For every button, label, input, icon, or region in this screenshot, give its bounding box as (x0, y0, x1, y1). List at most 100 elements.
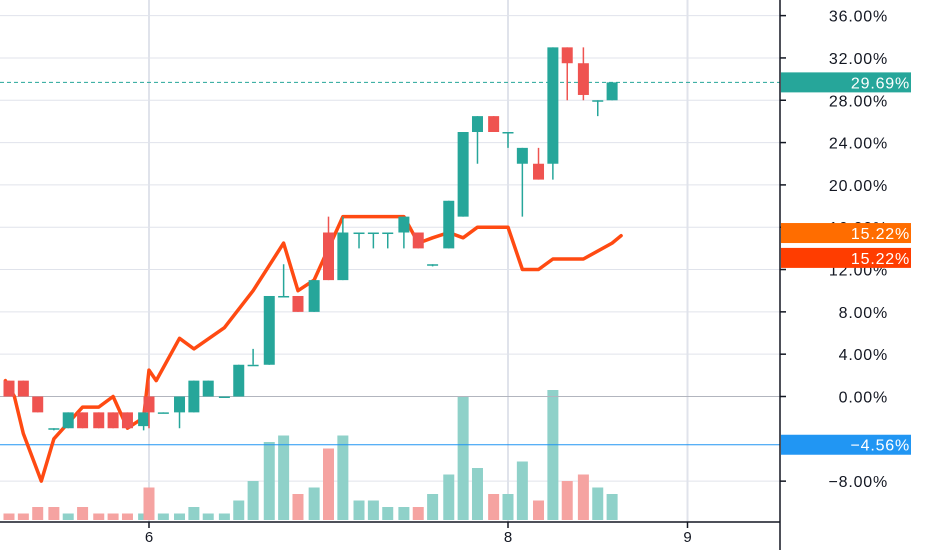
candle-body (323, 232, 334, 281)
candle (143, 380, 155, 429)
candle (107, 412, 119, 429)
candle (382, 232, 394, 249)
candle (263, 295, 275, 365)
candle-body (48, 428, 60, 430)
y-tick-label: 36.00% (829, 9, 888, 26)
candle (138, 412, 150, 431)
candle-body (247, 364, 259, 367)
candle-body (471, 116, 483, 132)
overlay-line (3, 214, 623, 483)
price-badge: 15.22% (781, 247, 911, 268)
candle-body (367, 232, 379, 235)
candlesticks (3, 47, 618, 431)
price-badge-label: 15.22% (851, 251, 910, 268)
candle (606, 82, 618, 101)
candle-body (577, 63, 589, 95)
volume-bar (443, 474, 455, 520)
candle-body (337, 232, 349, 281)
candle-body (292, 295, 304, 312)
candle-body (502, 132, 514, 134)
candle-body (174, 396, 186, 413)
volume-bar (62, 513, 74, 520)
volume-bar (516, 461, 528, 520)
candle (202, 380, 214, 397)
candle-body (592, 100, 604, 102)
y-tick-label: 4.00% (839, 347, 888, 364)
candle-body (561, 47, 573, 64)
volume-bar (353, 500, 365, 520)
volume-bar (592, 487, 604, 520)
volume-bar (488, 494, 500, 520)
candle (218, 396, 230, 398)
price-badge: 29.69% (781, 72, 911, 93)
candle-body (443, 200, 455, 249)
candle-body (3, 380, 15, 397)
volume-bar (606, 494, 618, 520)
volume-bar (308, 487, 320, 520)
candle (471, 116, 483, 164)
candle-body (143, 396, 155, 413)
candle-body (606, 82, 618, 101)
candle (561, 47, 573, 101)
y-tick-label: 28.00% (829, 93, 888, 110)
price-badge-label: −4.56% (850, 438, 910, 455)
price-badge-label: 29.69% (851, 75, 910, 92)
candle (233, 364, 245, 397)
candle (188, 380, 200, 413)
candle (62, 412, 74, 429)
candle-body (398, 216, 410, 233)
candle (247, 348, 259, 367)
y-tick-label: 0.00% (839, 390, 888, 407)
price-badge-box (781, 247, 911, 268)
volume-bar (93, 513, 105, 520)
volume-bar (143, 487, 155, 520)
grid (0, 0, 780, 522)
candle-body (412, 232, 424, 249)
candle (292, 295, 304, 312)
candle-body (533, 163, 545, 180)
candle (547, 47, 559, 180)
volume-bar (188, 507, 200, 520)
candle (48, 428, 60, 431)
volume-bar (174, 513, 186, 520)
price-badge: −4.56% (781, 434, 911, 455)
volume-bars (3, 390, 618, 520)
candle-body (17, 380, 29, 397)
candle (457, 132, 469, 217)
candle (308, 280, 320, 312)
price-badge: 15.22% (781, 223, 911, 244)
volume-bar (547, 390, 559, 520)
candle (516, 147, 528, 217)
candle-body (77, 412, 89, 429)
volume-bar (233, 500, 245, 520)
x-tick-label: 8 (504, 529, 512, 546)
volume-bar (533, 500, 545, 520)
price-badge-label: 15.22% (851, 226, 910, 243)
candle-body (202, 380, 214, 397)
volume-bar (457, 396, 469, 520)
volume-bar (502, 494, 514, 520)
volume-bar (247, 481, 259, 520)
volume-bar (337, 435, 349, 520)
candle-body (233, 364, 245, 397)
candle-body (138, 412, 150, 427)
candle (577, 47, 589, 101)
volume-bar (412, 507, 424, 520)
candle (157, 412, 169, 414)
candle-body (121, 412, 133, 429)
candle (174, 396, 186, 429)
volume-bar (382, 507, 394, 520)
volume-bar (48, 507, 60, 520)
candle (17, 380, 29, 397)
candle-body (308, 280, 320, 312)
volume-bar (577, 474, 589, 520)
candle-body (62, 412, 74, 429)
candle-body (263, 295, 275, 365)
price-badge-box (781, 434, 911, 455)
candle-body (382, 232, 394, 235)
candle (93, 412, 105, 429)
candle-body (188, 380, 200, 413)
y-tick-label: 24.00% (829, 136, 888, 153)
candle-body (516, 147, 528, 164)
